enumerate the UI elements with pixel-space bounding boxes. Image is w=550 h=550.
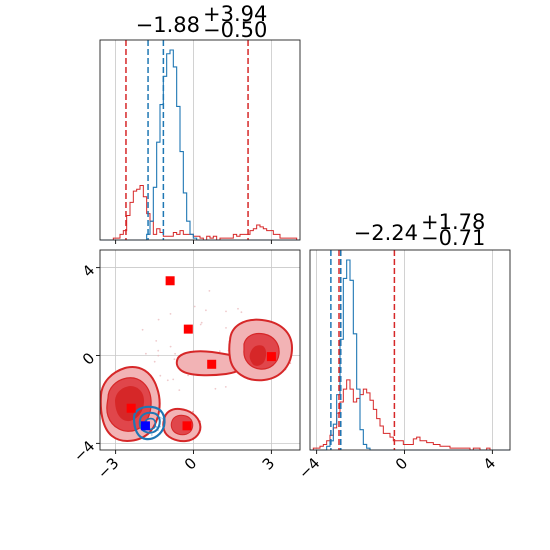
scatter-point — [153, 360, 156, 363]
p1-ticks — [115, 240, 272, 244]
p1-hist-b — [100, 184, 300, 241]
scatter-point — [172, 378, 175, 381]
marker-red-3 — [266, 352, 276, 362]
contour-blue-outer — [132, 405, 166, 441]
scatter-point — [225, 327, 227, 329]
marker-red-4 — [126, 403, 136, 413]
p2-title-minus: −0.71 — [421, 226, 485, 250]
scatter-point — [178, 389, 181, 391]
scatter-point — [214, 387, 217, 390]
scatter-point — [187, 374, 190, 377]
scatter-point — [166, 379, 169, 382]
scatter-point — [218, 350, 221, 353]
scatter-point — [240, 311, 243, 314]
histogram-panel-p1 — [99, 39, 301, 244]
scatter-point — [199, 323, 202, 326]
scatter-point — [159, 416, 162, 419]
scatter-point — [224, 386, 227, 388]
p2-quantile-lines — [330, 250, 396, 450]
scatter-point — [225, 310, 227, 313]
scatter-frame — [99, 249, 301, 451]
marker-red-1 — [183, 324, 193, 334]
scatter-point — [157, 354, 160, 357]
scatter-contours — [100, 276, 294, 443]
scatter-point — [169, 345, 172, 348]
scatter-point — [155, 340, 158, 342]
scatter-point — [200, 321, 203, 324]
contour-right-inner — [249, 345, 267, 366]
scatter-point — [141, 328, 144, 331]
p2-title-plus: +1.78 — [421, 210, 485, 234]
p1-gridlines — [115, 40, 272, 240]
scatter-point — [145, 352, 147, 355]
p1-title-minus: −0.50 — [203, 18, 267, 42]
scatter-point — [157, 349, 160, 352]
scatter-point — [174, 352, 177, 355]
scatter-point — [159, 374, 162, 377]
scatter-point — [192, 410, 194, 413]
marker-red-2 — [207, 359, 217, 369]
scatter-point — [150, 434, 153, 436]
marker-blue — [140, 421, 150, 431]
p1-frame — [99, 39, 301, 241]
scatter-point — [205, 309, 207, 312]
scatter-point — [169, 313, 172, 315]
scatter-markers — [126, 276, 276, 431]
scatter-point — [193, 305, 196, 308]
p1-title-median: −1.88 — [136, 13, 200, 37]
scatter-point — [208, 290, 211, 292]
marker-red-5 — [182, 421, 192, 431]
p2-frame — [309, 249, 511, 451]
scatter-point — [157, 318, 160, 321]
scatter-point — [173, 358, 176, 361]
scatter-point — [161, 417, 164, 420]
p2-title-median: −2.24 — [354, 221, 418, 245]
scatter-point — [237, 307, 239, 310]
p1-quantile-lines — [125, 40, 249, 240]
p1-title-plus: +3.94 — [203, 2, 267, 26]
marker-red-0 — [165, 276, 175, 286]
p2-gridlines — [316, 250, 493, 450]
